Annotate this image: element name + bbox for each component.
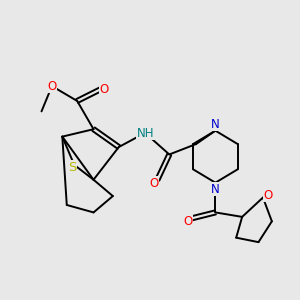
Text: O: O xyxy=(47,80,56,93)
Text: O: O xyxy=(264,189,273,202)
Text: S: S xyxy=(68,161,76,174)
Text: N: N xyxy=(211,118,220,130)
Text: N: N xyxy=(211,183,220,196)
Text: O: O xyxy=(183,215,193,228)
Text: O: O xyxy=(29,105,36,114)
Text: NH: NH xyxy=(137,127,154,140)
Text: O: O xyxy=(27,105,37,118)
Text: O: O xyxy=(149,177,158,190)
Text: O: O xyxy=(99,82,109,96)
